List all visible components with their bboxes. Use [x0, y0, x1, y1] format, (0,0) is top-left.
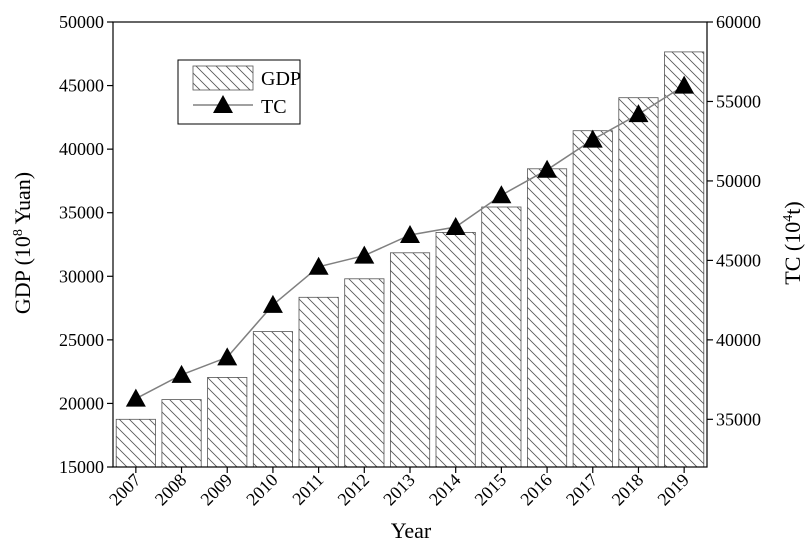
legend: GDP TC: [177, 59, 301, 125]
gdp-bar-2011: [298, 296, 339, 468]
tc-marker-2019: [674, 75, 695, 94]
x-tick-label-2011: 2011: [288, 470, 327, 509]
x-tick-label-2010: 2010: [242, 470, 282, 510]
left-y-tick-label: 45000: [59, 76, 104, 96]
left-y-tick-label: 20000: [59, 393, 104, 413]
x-tick-label-2019: 2019: [653, 470, 693, 510]
gdp-bar-2009: [207, 376, 248, 468]
tc-marker-2013: [400, 224, 420, 243]
tc-marker-2008: [171, 364, 192, 383]
right-y-tick-label: 35000: [716, 409, 761, 429]
tc-marker-2014: [445, 217, 466, 236]
legend-gdp-label: GDP: [261, 68, 301, 90]
tc-marker-2016: [537, 159, 558, 178]
x-tick-label-2017: 2017: [562, 470, 602, 510]
x-tick-label-2018: 2018: [608, 470, 648, 510]
x-tick-label-2008: 2008: [151, 470, 191, 510]
left-y-tick-label: 30000: [59, 266, 104, 286]
right-y-tick-label: 60000: [716, 12, 761, 32]
tc-marker-2010: [262, 294, 283, 313]
tc-marker-2015: [491, 185, 512, 204]
tc-marker-2007: [125, 388, 146, 407]
x-tick-label-2014: 2014: [425, 470, 465, 510]
right-y-tick-label: 40000: [716, 330, 761, 350]
gdp-bar-2016: [527, 168, 568, 468]
tc-marker-2018: [628, 104, 649, 123]
gdp-bar-2007: [115, 418, 156, 468]
tc-marker-2017: [582, 129, 603, 148]
tc-marker-2011: [308, 256, 329, 275]
left-y-tick-label: 25000: [59, 330, 104, 350]
gdp-bar-2008: [161, 399, 202, 468]
tc-line-series: [125, 75, 695, 407]
x-tick-label-2012: 2012: [334, 470, 374, 510]
right-y-axis-title: TC (104t): [780, 201, 805, 284]
gdp-bar-2012: [344, 278, 385, 468]
gdp-bar-2014: [435, 231, 476, 468]
gdp-bar-2013: [389, 252, 431, 468]
left-y-tick-label: 40000: [59, 139, 104, 159]
left-y-tick-label: 35000: [59, 203, 104, 223]
x-axis-title: Year: [391, 518, 432, 543]
x-tick-label-2015: 2015: [471, 470, 511, 510]
tc-marker-2012: [354, 245, 375, 264]
legend-tc-label: TC: [261, 96, 287, 118]
tc-marker-2009: [217, 347, 238, 366]
x-tick-label-2016: 2016: [516, 470, 556, 510]
x-tick-label-2009: 2009: [196, 470, 236, 510]
gdp-bars: [115, 51, 705, 468]
right-y-tick-label: 55000: [716, 91, 761, 111]
gdp-bar-2018: [618, 97, 659, 468]
gdp-bar-2019: [664, 51, 705, 468]
left-y-tick-label: 50000: [59, 12, 104, 32]
left-y-tick-label: 15000: [59, 457, 104, 477]
gdp-bar-2010: [252, 331, 294, 468]
right-y-tick-label: 50000: [716, 171, 761, 191]
right-y-tick-label: 45000: [716, 250, 761, 270]
legend-tc-marker: [213, 95, 233, 113]
gdp-bar-2015: [481, 206, 522, 468]
legend-gdp-swatch: [192, 65, 254, 91]
x-tick-label-2007: 2007: [105, 470, 145, 510]
gdp-bar-2017: [572, 130, 613, 468]
x-tick-label-2013: 2013: [379, 470, 419, 510]
left-y-axis-title: GDP (108 Yuan): [10, 172, 35, 314]
